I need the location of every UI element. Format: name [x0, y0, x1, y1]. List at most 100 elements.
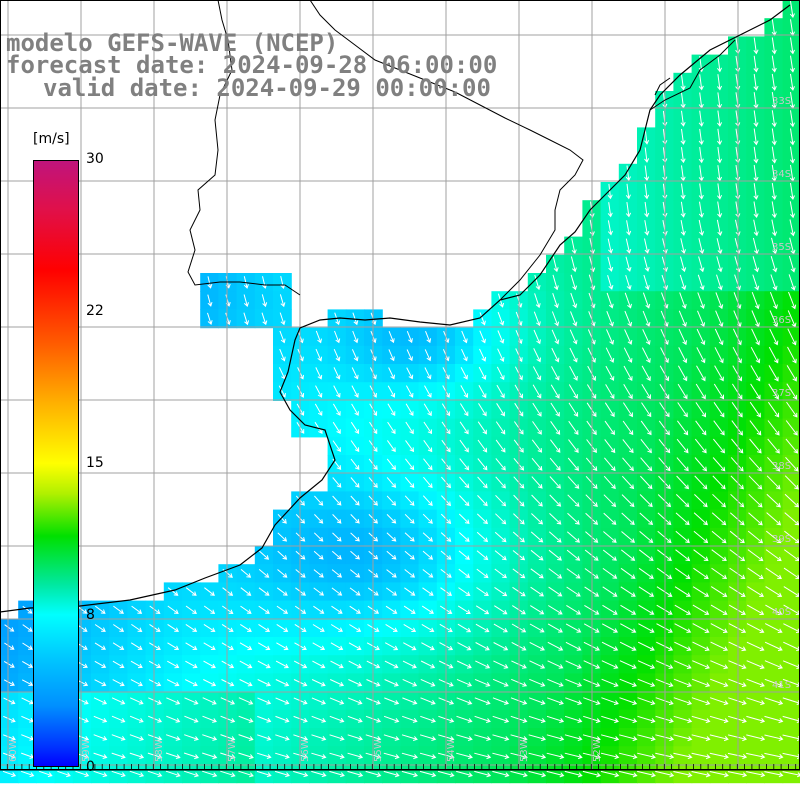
wind-arrow [693, 567, 709, 579]
wind-arrow [330, 624, 343, 632]
wind-arrow [332, 421, 341, 434]
wind-arrow [493, 660, 509, 669]
wind-arrow [203, 660, 216, 669]
wind-arrow [712, 493, 726, 508]
wind-arrow [477, 476, 488, 489]
wind-arrow [788, 255, 796, 273]
wind-arrow [655, 678, 674, 688]
wind-arrow [782, 678, 800, 687]
wind-arrow [385, 605, 398, 614]
wind-arrow [494, 531, 507, 543]
wind-arrow [784, 493, 800, 508]
wind-arrow [460, 367, 468, 380]
wind-arrow [243, 312, 250, 326]
wind-arrow [350, 421, 360, 434]
wind-arrow [673, 697, 693, 706]
wind-arrow [625, 183, 631, 200]
wind-arrow [203, 679, 217, 687]
wind-arrow [655, 770, 675, 778]
wind-arrow [529, 678, 546, 687]
wind-arrow [404, 587, 416, 596]
wind-arrow [727, 752, 748, 760]
wind-arrow [148, 660, 162, 669]
wind-arrow [185, 660, 198, 669]
wind-arrow [258, 605, 270, 614]
wind-arrow [383, 770, 400, 778]
wind-arrow [564, 715, 583, 723]
wind-arrow [546, 734, 565, 742]
wind-arrow [349, 569, 361, 578]
wind-arrow [710, 604, 728, 615]
wind-arrow [423, 476, 433, 489]
wind-arrow [604, 420, 615, 436]
wind-arrow [731, 402, 743, 418]
wind-arrow [478, 366, 487, 380]
wind-arrow [680, 183, 686, 200]
wind-arrow [642, 329, 651, 345]
wind-arrow [601, 660, 619, 669]
wind-arrow [243, 294, 249, 307]
longitude-label: 58W [154, 739, 165, 762]
wind-arrow [492, 770, 510, 778]
wind-arrow [600, 734, 620, 742]
wind-arrow [492, 678, 509, 687]
wind-arrow [94, 660, 107, 668]
wind-arrow [496, 384, 505, 399]
wind-arrow [619, 715, 638, 724]
wind-arrow [530, 605, 545, 615]
wind-arrow [569, 347, 578, 363]
wind-arrow [710, 660, 729, 670]
wind-arrow [276, 605, 289, 614]
wind-arrow [546, 715, 565, 723]
wind-arrow [311, 679, 326, 687]
wind-arrow [693, 549, 709, 562]
wind-arrow [626, 220, 632, 236]
wind-arrow [21, 679, 34, 686]
wind-arrow [551, 366, 560, 381]
wind-arrow [601, 641, 619, 651]
wind-arrow [711, 567, 728, 580]
wind-arrow [730, 457, 744, 472]
wind-arrow [731, 438, 744, 454]
wind-arrow [753, 110, 759, 128]
wind-arrow [789, 183, 795, 201]
wind-arrow [640, 420, 652, 436]
wind-arrow [713, 420, 725, 436]
wind-arrow [492, 697, 509, 705]
wind-arrow [641, 347, 651, 364]
wind-arrow [638, 549, 654, 561]
wind-arrow [496, 366, 505, 381]
wind-arrow [183, 770, 199, 778]
wind-arrow [716, 219, 723, 237]
wind-arrow [3, 715, 16, 723]
wind-arrow [347, 734, 363, 741]
wind-arrow [566, 604, 581, 615]
wind-arrow [680, 128, 686, 145]
wind-arrow [716, 274, 723, 291]
wind-arrow [765, 586, 783, 597]
wind-arrow [111, 752, 126, 759]
wind-arrow [661, 256, 668, 272]
wind-arrow [625, 256, 632, 272]
wind-arrow [313, 605, 325, 614]
wind-arrow [350, 458, 360, 470]
colorbar-tick-30: 30 [86, 151, 104, 167]
wind-arrow [276, 623, 289, 632]
wind-arrow [240, 569, 252, 578]
wind-arrow [622, 402, 633, 418]
latitude-label: 39S [772, 534, 791, 545]
wind-arrow [422, 495, 433, 507]
wind-arrow [352, 330, 359, 344]
wind-arrow [75, 770, 90, 778]
wind-arrow [568, 439, 579, 453]
wind-arrow [238, 697, 254, 705]
wind-arrow [403, 605, 416, 614]
wind-arrow [333, 367, 341, 380]
wind-arrow [657, 512, 672, 526]
wind-arrow [238, 752, 254, 760]
wind-arrow [568, 402, 579, 417]
colorbar-tick-0: 0 [86, 759, 95, 775]
wind-arrow [474, 734, 492, 741]
wind-arrow [749, 438, 762, 454]
wind-arrow [789, 146, 795, 164]
